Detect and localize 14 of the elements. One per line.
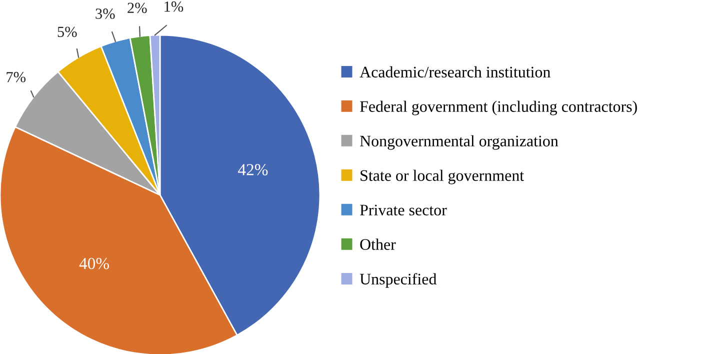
legend-label: Federal government (including contractors) [360,100,637,116]
data-label: 5% [58,26,77,38]
data-label: 40% [79,258,109,270]
legend-label: Private sector [360,204,447,216]
legend-label: Academic/research institution [360,66,550,78]
data-label: 42% [238,164,268,176]
data-label: 3% [96,8,115,19]
legend-label: Other [360,238,396,250]
legend-label: Unspecified [360,273,437,288]
data-label: 7% [6,72,26,82]
data-label: 1% [164,1,184,12]
legend-label: Nongovernmental organization [360,135,558,150]
legend-label: State or local government [360,170,524,184]
data-label: 2% [128,2,147,14]
